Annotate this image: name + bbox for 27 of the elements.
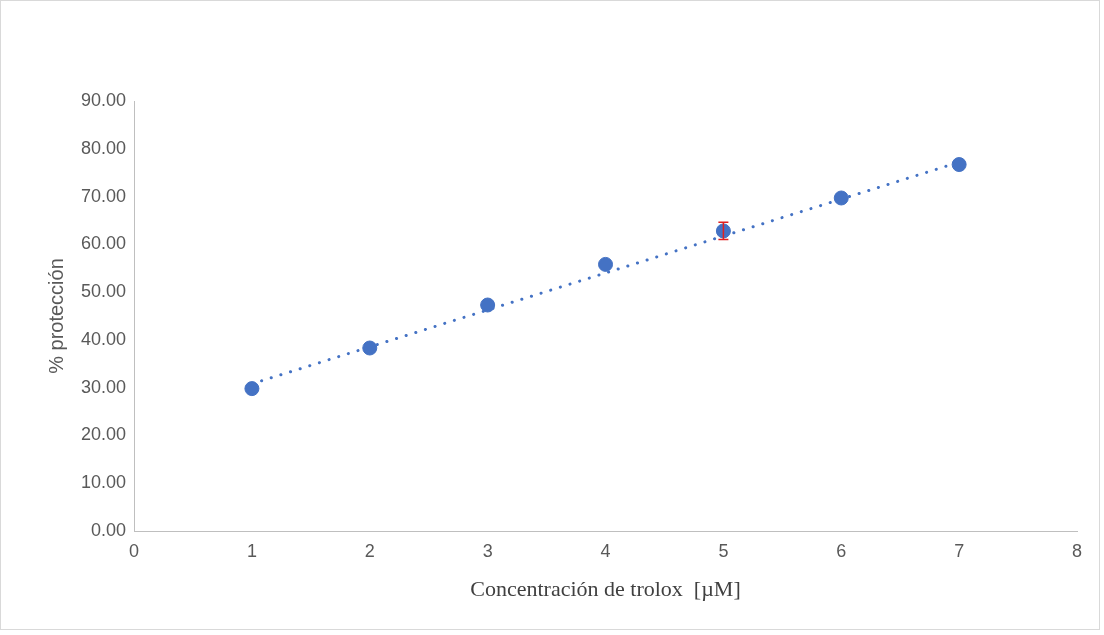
y-axis-title: % protección: [44, 258, 67, 374]
x-tick-label: 3: [482, 540, 493, 561]
x-tick-label: 8: [1071, 540, 1083, 561]
x-tick-label: 2: [364, 540, 375, 561]
point: [362, 340, 378, 356]
point: [951, 157, 967, 173]
x-tick-label: 0: [129, 540, 140, 561]
y-tick-label: 80.00: [81, 137, 127, 158]
y-tick-label: 10.00: [81, 472, 127, 493]
x-axis-title: Concentración de trolox [µM]: [470, 575, 741, 601]
point: [598, 256, 614, 272]
y-tick-label: 20.00: [81, 424, 127, 445]
point: [833, 190, 849, 206]
y-tick-label: 30.00: [81, 376, 127, 397]
x-tick-label: 5: [718, 540, 729, 561]
y-tick-label: 40.00: [81, 328, 127, 349]
y-tick-label: 60.00: [81, 233, 127, 254]
x-tick-label: 4: [600, 540, 611, 561]
x-tick-label: 7: [954, 540, 965, 561]
y-tick-label: 70.00: [81, 185, 127, 206]
y-tick-label: 50.00: [81, 281, 127, 302]
y-tick-label: 90.00: [81, 89, 127, 110]
point: [480, 297, 496, 313]
y-tick-label: 0.00: [91, 519, 127, 540]
x-tick-label: 6: [836, 540, 847, 561]
point: [244, 381, 260, 397]
x-tick-label: 1: [246, 540, 257, 561]
